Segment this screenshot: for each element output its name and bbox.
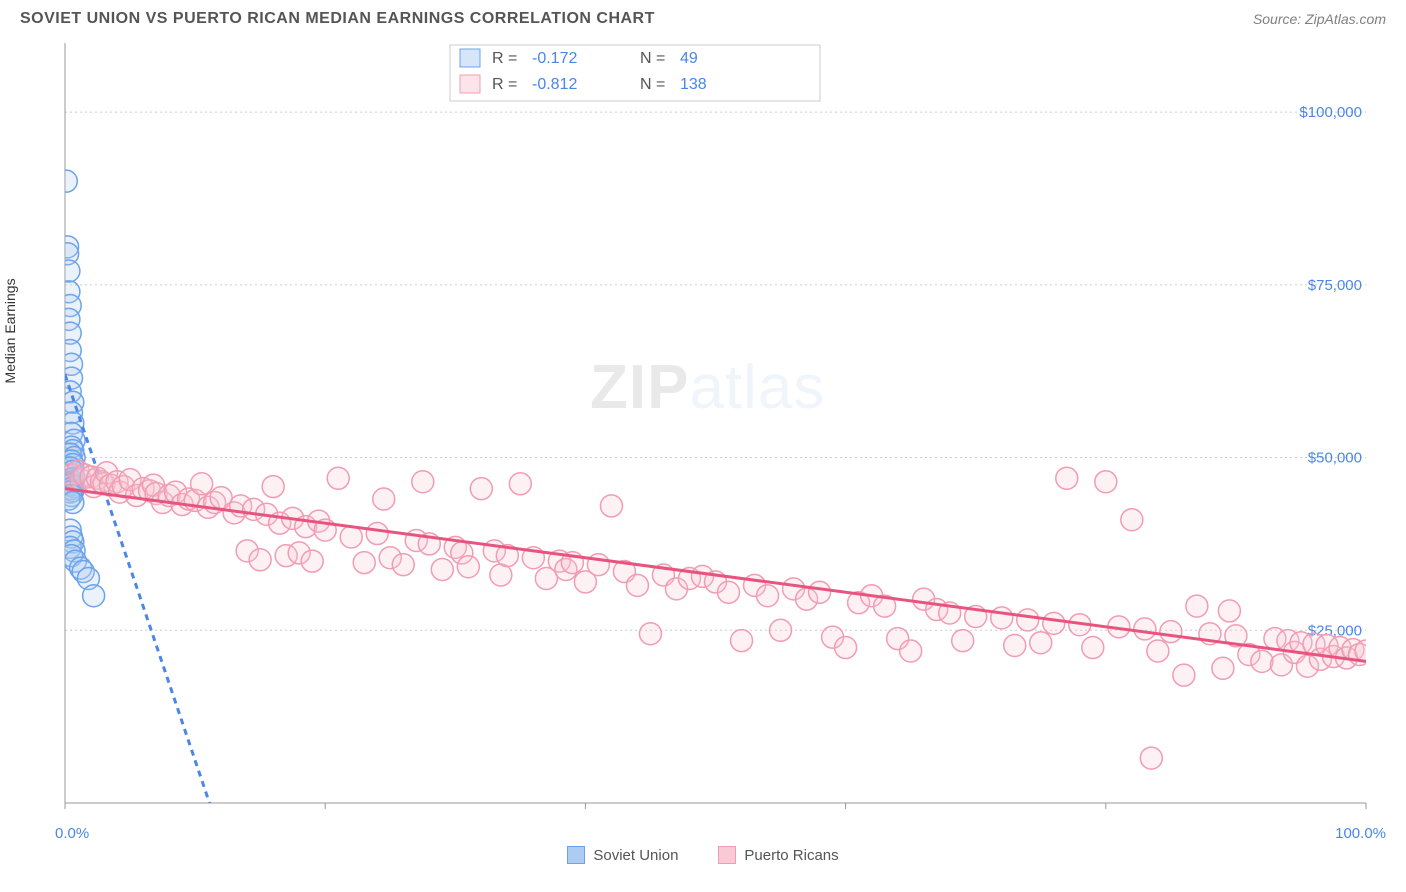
stats-n-value: 49 — [680, 50, 698, 67]
data-point — [1082, 637, 1104, 659]
y-axis-label: Median Earnings — [2, 278, 18, 383]
y-tick-label: $50,000 — [1308, 450, 1362, 467]
data-point — [1056, 467, 1078, 489]
data-point — [1212, 657, 1234, 679]
data-point — [1134, 618, 1156, 640]
data-point — [366, 523, 388, 545]
data-point — [1355, 640, 1377, 662]
watermark: ZIPatlas — [590, 353, 825, 422]
data-point — [639, 623, 661, 645]
data-point — [809, 581, 831, 603]
data-point — [1173, 664, 1195, 686]
data-point — [1121, 509, 1143, 531]
data-point — [1017, 609, 1039, 631]
stats-n-value: 138 — [680, 76, 707, 93]
stats-swatch — [460, 49, 480, 67]
data-point — [731, 630, 753, 652]
legend-item-puerto: Puerto Ricans — [718, 846, 838, 864]
stats-r-label: R = — [492, 50, 517, 67]
data-point — [718, 581, 740, 603]
legend-swatch-soviet — [567, 846, 585, 864]
source-attribution: Source: ZipAtlas.com — [1253, 11, 1386, 27]
data-point — [340, 526, 362, 548]
data-point — [1218, 600, 1240, 622]
legend-label-puerto: Puerto Ricans — [744, 847, 838, 864]
data-point — [626, 574, 648, 596]
regression-line — [65, 489, 1366, 662]
data-point — [509, 473, 531, 495]
stats-n-label: N = — [640, 76, 665, 93]
stats-r-value: -0.172 — [532, 50, 577, 67]
chart-container: Median Earnings $25,000$50,000$75,000$10… — [20, 33, 1386, 823]
data-point — [1095, 471, 1117, 493]
data-point — [1030, 632, 1052, 654]
data-point — [991, 607, 1013, 629]
x-axis-max-label: 100.0% — [1335, 825, 1386, 842]
legend-label-soviet: Soviet Union — [593, 847, 678, 864]
data-point — [262, 476, 284, 498]
stats-swatch — [460, 75, 480, 93]
data-point — [1043, 612, 1065, 634]
data-point — [757, 585, 779, 607]
data-point — [392, 554, 414, 576]
legend-swatch-puerto — [718, 846, 736, 864]
y-tick-label: $100,000 — [1299, 104, 1362, 121]
data-point — [470, 478, 492, 500]
data-point — [327, 467, 349, 489]
data-point — [1160, 621, 1182, 643]
legend-item-soviet: Soviet Union — [567, 846, 678, 864]
stats-r-label: R = — [492, 76, 517, 93]
data-point — [1186, 595, 1208, 617]
data-point — [952, 630, 974, 652]
data-point — [249, 549, 271, 571]
data-point — [770, 619, 792, 641]
data-point — [58, 260, 80, 282]
data-point — [431, 558, 453, 580]
data-point — [900, 640, 922, 662]
data-point — [457, 556, 479, 578]
stats-n-label: N = — [640, 50, 665, 67]
y-tick-label: $75,000 — [1308, 277, 1362, 294]
data-point — [412, 471, 434, 493]
data-point — [1147, 640, 1169, 662]
data-point — [353, 552, 375, 574]
x-axis-min-label: 0.0% — [55, 825, 89, 842]
data-point — [301, 550, 323, 572]
data-point — [191, 473, 213, 495]
chart-title: SOVIET UNION VS PUERTO RICAN MEDIAN EARN… — [20, 10, 655, 28]
data-point — [373, 488, 395, 510]
data-point — [1004, 634, 1026, 656]
scatter-chart: $25,000$50,000$75,000$100,000ZIPatlasR =… — [20, 33, 1386, 823]
data-point — [83, 585, 105, 607]
data-point — [62, 491, 84, 513]
data-point — [835, 637, 857, 659]
bottom-legend: Soviet Union Puerto Ricans — [0, 846, 1406, 864]
data-point — [1251, 650, 1273, 672]
stats-r-value: -0.812 — [532, 76, 577, 93]
data-point — [1140, 747, 1162, 769]
data-point — [55, 170, 77, 192]
data-point — [600, 495, 622, 517]
